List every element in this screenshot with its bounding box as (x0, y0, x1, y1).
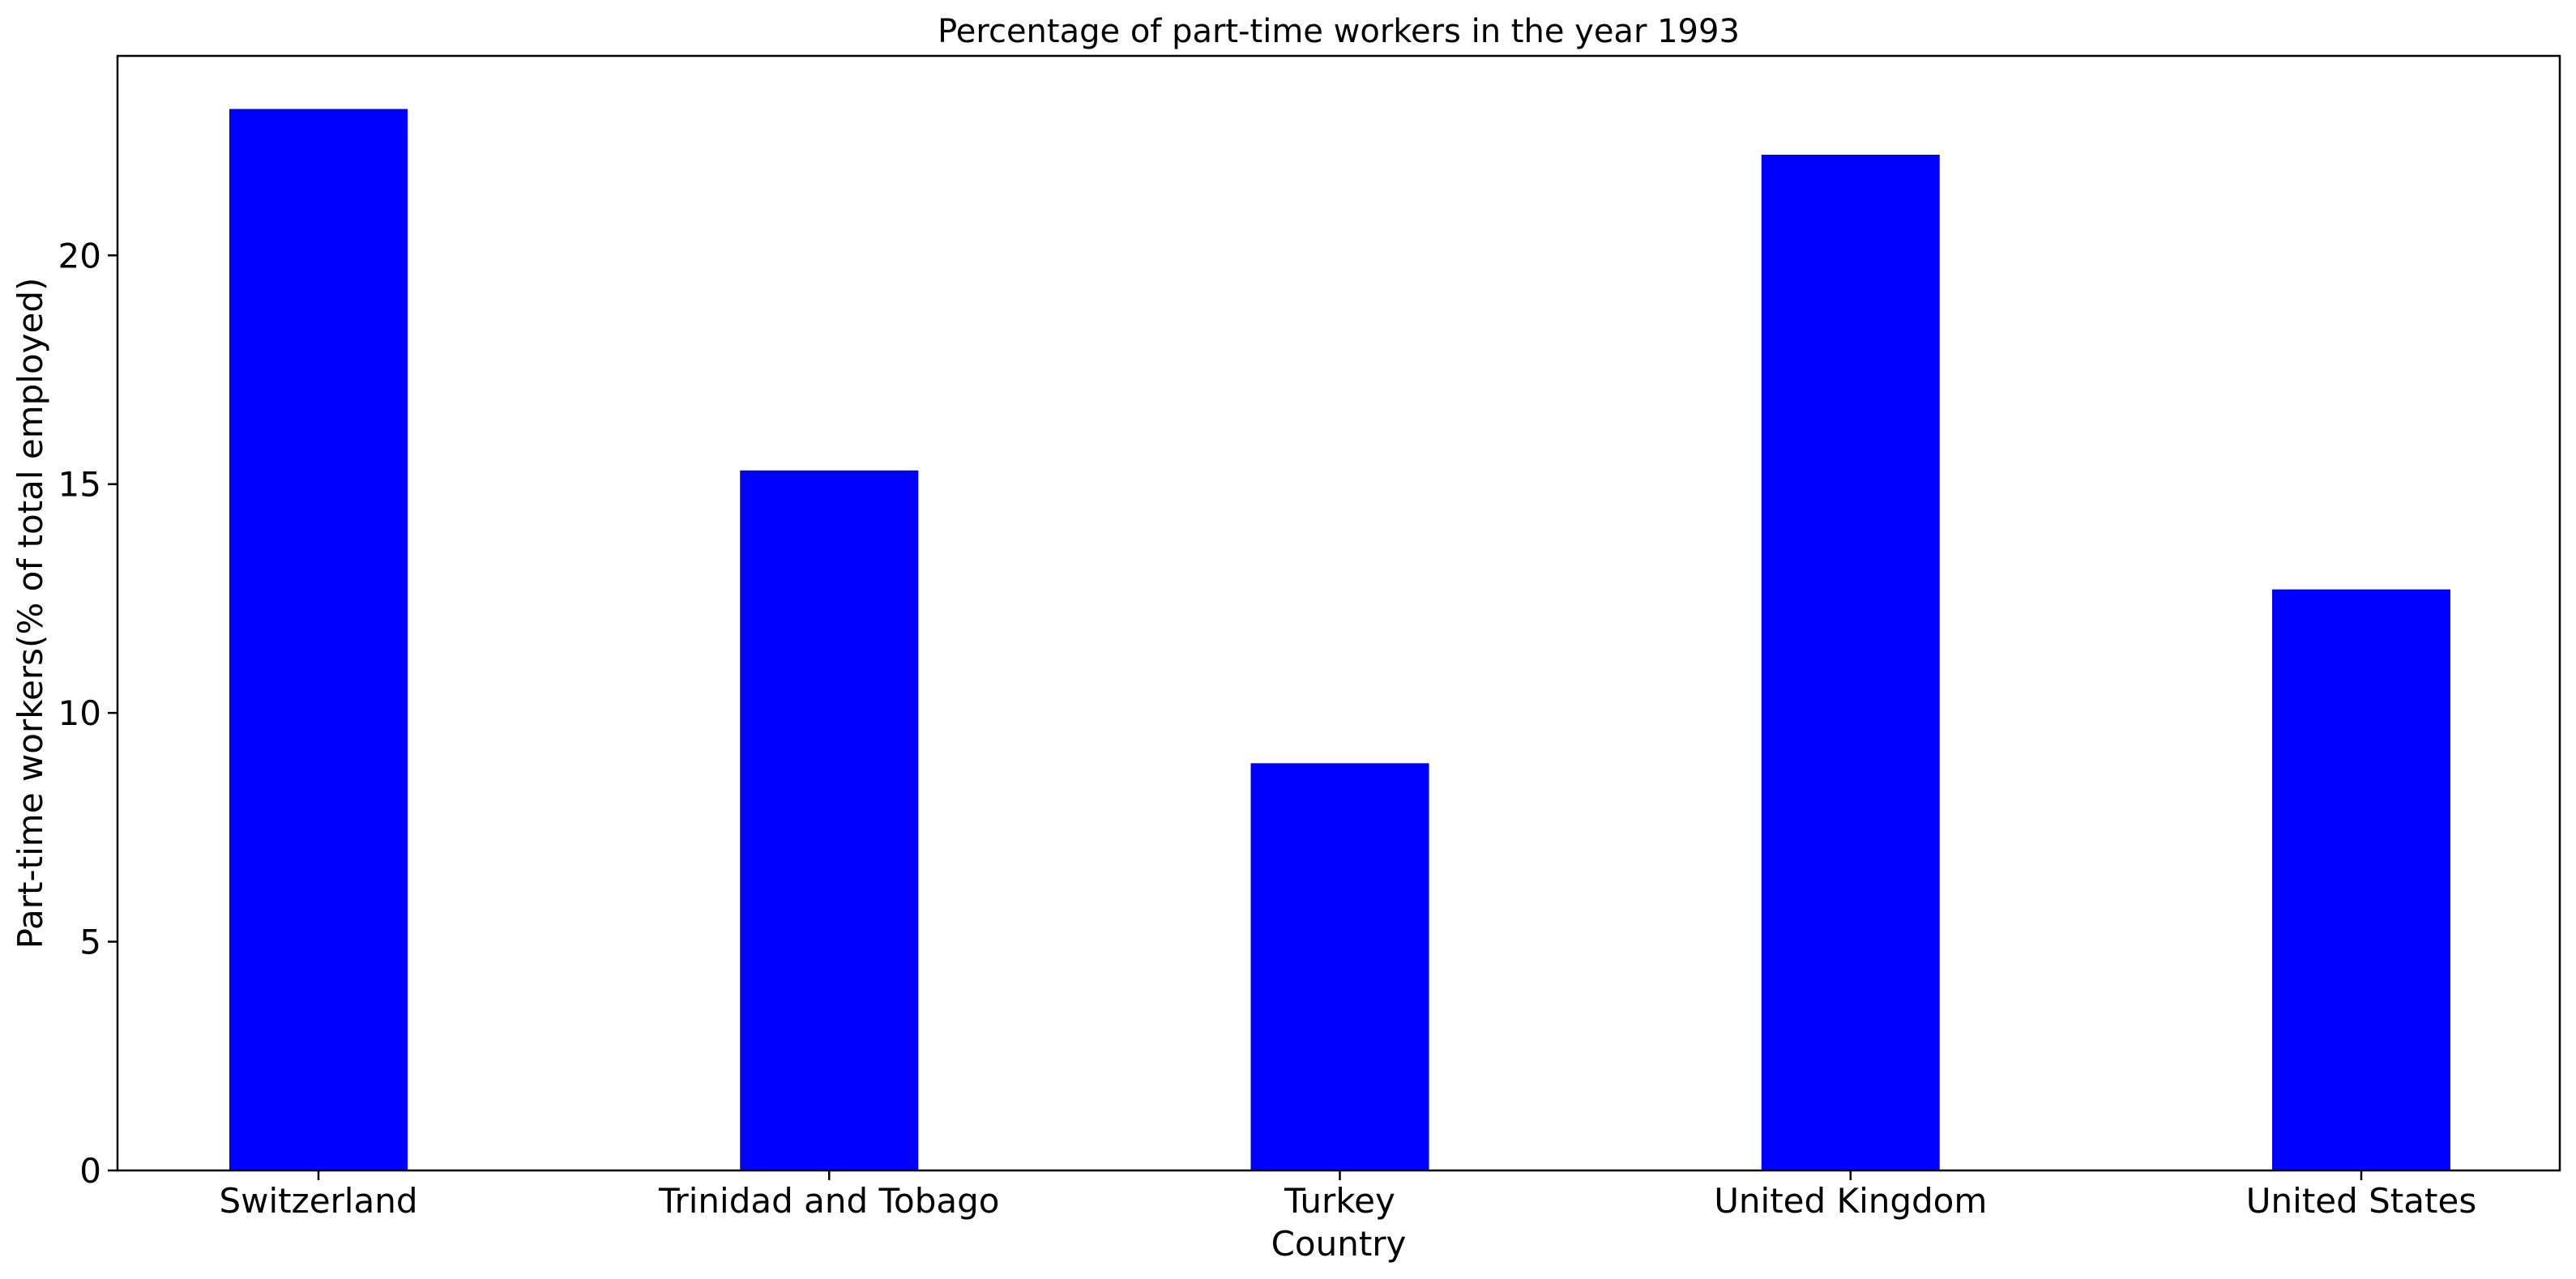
bar-united-kingdom (1761, 155, 1940, 1170)
x-tick-label: Turkey (1284, 1181, 1395, 1221)
chart-title: Percentage of part-time workers in the y… (938, 13, 1740, 50)
y-tick-label: 10 (58, 693, 101, 733)
x-axis-label: Country (1271, 1224, 1407, 1264)
x-tick-label: United States (2246, 1181, 2476, 1221)
x-tick-label: United Kingdom (1714, 1181, 1987, 1221)
x-tick-label: Trinidad and Tobago (658, 1181, 999, 1221)
bar-turkey (1250, 763, 1429, 1170)
bars-group (229, 109, 2450, 1170)
x-axis: Switzerland Trinidad and Tobago Turkey Unit… (220, 1170, 2476, 1221)
y-axis-label: Part-time workers(% of total employed) (11, 278, 50, 949)
bar-united-states (2272, 589, 2450, 1170)
y-tick-label: 15 (58, 465, 101, 505)
y-tick-label: 20 (58, 236, 101, 275)
plot-frame (116, 54, 2561, 1172)
y-tick-label: 5 (79, 923, 101, 962)
bar-trinidad-and-tobago (740, 470, 919, 1170)
bar-switzerland (229, 109, 408, 1170)
y-axis: 0 5 10 15 20 (58, 236, 117, 1191)
x-tick-label: Switzerland (220, 1181, 418, 1221)
y-tick-label: 0 (79, 1151, 101, 1191)
